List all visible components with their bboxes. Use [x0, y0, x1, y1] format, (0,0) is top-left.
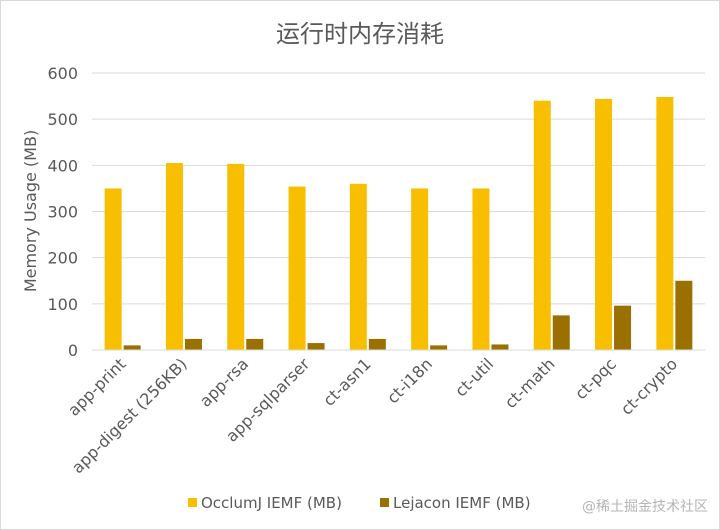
- legend-swatch: [188, 498, 197, 507]
- y-tick-label: 600: [47, 64, 78, 83]
- bar-occlumj-app-print: [104, 188, 122, 350]
- legend-label: OcclumJ IEMF (MB): [201, 494, 342, 512]
- x-tick-label: ct-pqc: [571, 354, 620, 403]
- y-tick-label: 100: [47, 295, 78, 314]
- y-axis-label: Memory Usage (MB): [21, 130, 40, 292]
- bar-occlumj-ct-math: [533, 100, 551, 350]
- y-tick-label: 0: [68, 341, 78, 360]
- x-tick-label: ct-math: [501, 354, 559, 412]
- x-tick-label: ct-crypto: [617, 354, 681, 418]
- legend-label: Lejacon IEMF (MB): [393, 494, 531, 512]
- x-tick-label: app-print: [64, 354, 129, 419]
- bar-occlumj-ct-asn1: [349, 183, 367, 350]
- y-tick-label: 200: [47, 249, 78, 268]
- bar-lejacon-ct-i18n: [430, 345, 448, 350]
- bar-occlumj-app-rsa: [227, 163, 245, 350]
- watermark: @稀土掘金技术社区: [582, 499, 708, 515]
- bar-occlumj-ct-pqc: [595, 98, 613, 350]
- gridlines: [92, 72, 705, 305]
- bar-lejacon-app-rsa: [246, 338, 264, 350]
- bar-occlumj-ct-crypto: [656, 97, 674, 350]
- bar-lejacon-app-digest-256kb-: [184, 338, 202, 350]
- bar-lejacon-app-print: [123, 345, 141, 350]
- y-tick-label: 500: [47, 110, 78, 129]
- y-axis-ticks: 0 100 200 300 400 500 600: [47, 64, 78, 360]
- bar-lejacon-ct-util: [491, 344, 509, 350]
- bar-occlumj-app-digest-256kb-: [165, 163, 183, 350]
- bar-occlumj-ct-i18n: [411, 188, 429, 350]
- bar-lejacon-ct-pqc: [614, 305, 632, 350]
- chart-title: 运行时内存消耗: [276, 20, 444, 48]
- bar-occlumj-ct-util: [472, 188, 490, 350]
- legend-swatch: [380, 498, 389, 507]
- y-tick-label: 400: [47, 156, 78, 175]
- x-tick-label: ct-i18n: [383, 354, 436, 407]
- x-tick-label: app-digest (256KB): [68, 354, 191, 477]
- bar-lejacon-ct-crypto: [675, 280, 693, 350]
- bar-occlumj-app-sqlparser: [288, 186, 306, 350]
- bar-lejacon-ct-math: [552, 315, 570, 350]
- bar-lejacon-app-sqlparser: [307, 343, 325, 350]
- x-tick-label: ct-util: [451, 354, 497, 400]
- x-tick-label: app-rsa: [196, 354, 252, 410]
- legend: OcclumJ IEMF (MB) Lejacon IEMF (MB): [188, 494, 531, 512]
- y-tick-label: 300: [47, 203, 78, 222]
- bars: [104, 97, 693, 350]
- bar-lejacon-ct-asn1: [368, 338, 386, 350]
- x-tick-label: ct-asn1: [319, 354, 374, 409]
